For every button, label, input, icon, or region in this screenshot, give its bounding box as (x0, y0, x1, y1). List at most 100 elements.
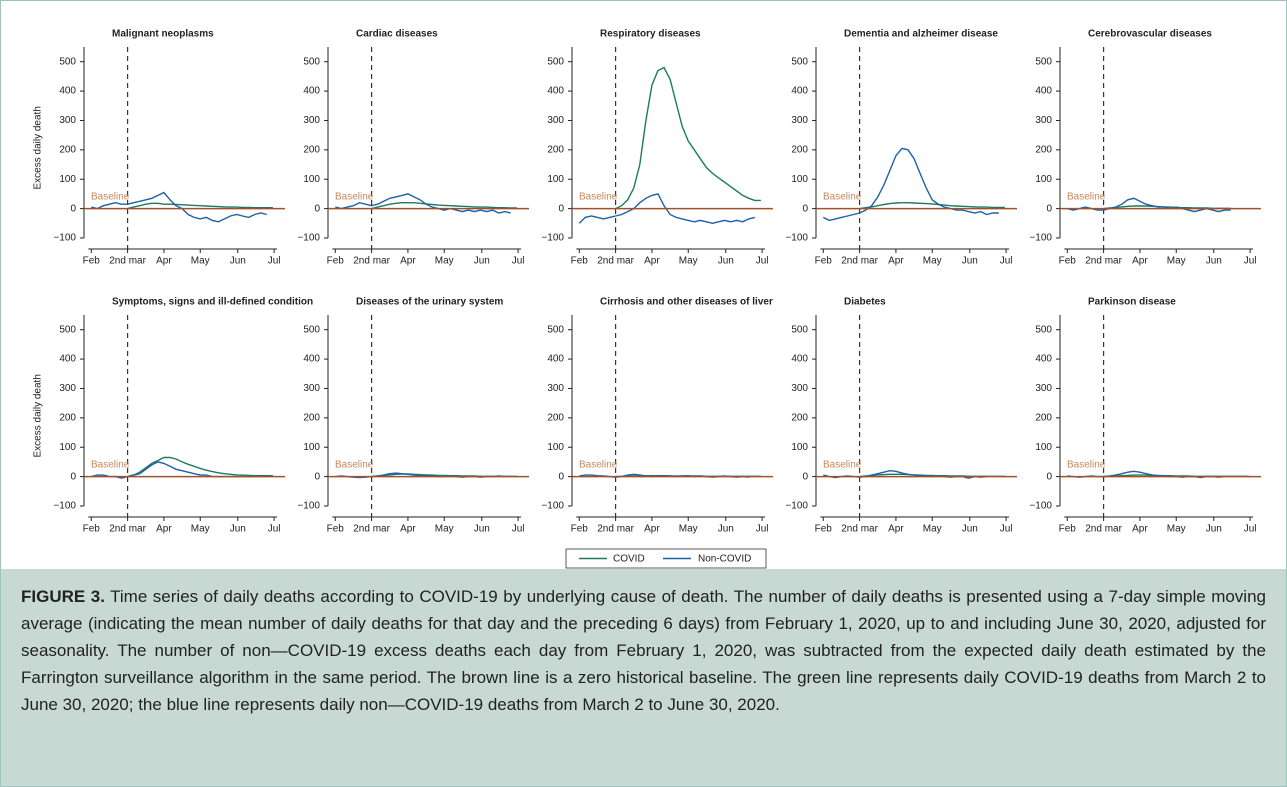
x-tick-label: Feb (571, 524, 589, 535)
x-tick-label: Jun (962, 524, 978, 535)
panel: Respiratory diseases −100 0 100 200 300 400 500… (541, 29, 773, 267)
y-tick-label: 0 (314, 471, 320, 482)
y-tick-label: −100 (1029, 233, 1052, 244)
x-tick-label: Jun (1206, 256, 1222, 267)
y-tick-label: 200 (303, 144, 320, 155)
baseline-label: Baseline (1067, 459, 1106, 470)
y-tick-label: 100 (547, 174, 564, 185)
x-tick-label: Jul (1244, 524, 1257, 535)
baseline-label: Baseline (335, 459, 374, 470)
panel: Cardiac diseases −100 0 100 200 300 400 500 Feb 2… (297, 29, 529, 267)
panel: Diseases of the urinary system −100 0 100 20… (297, 297, 529, 535)
y-tick-label: 100 (1035, 174, 1052, 185)
x-tick-label: Apr (156, 256, 172, 267)
series-line (859, 202, 1005, 210)
y-tick-label: 400 (791, 86, 808, 97)
x-tick-label: Feb (327, 256, 345, 267)
panel-title: Diseases of the urinary system (356, 297, 503, 308)
series-line (822, 147, 999, 222)
series-line (91, 191, 267, 223)
y-tick-label: 300 (59, 383, 76, 394)
panel: Cerebrovascular diseases −100 0 100 200 300 40… (1029, 29, 1261, 267)
y-tick-label: 400 (791, 354, 808, 365)
y-tick-label: 400 (303, 354, 320, 365)
x-tick-label: Feb (327, 524, 345, 535)
y-tick-label: −100 (785, 501, 808, 512)
x-tick-label: Feb (1059, 256, 1077, 267)
x-tick-label: May (679, 256, 698, 267)
x-tick-label: Jun (1206, 524, 1222, 535)
x-tick-label: Feb (83, 524, 101, 535)
x-tick-label: Jul (756, 524, 769, 535)
x-tick-label: May (679, 524, 698, 535)
x-tick-label: Jun (962, 256, 978, 267)
baseline-label: Baseline (1067, 191, 1106, 202)
series-line (615, 66, 761, 210)
y-tick-label: 100 (59, 442, 76, 453)
baseline-label: Baseline (335, 191, 374, 202)
y-tick-label: 500 (59, 324, 76, 335)
x-tick-label: Apr (156, 524, 172, 535)
y-tick-label: 100 (59, 174, 76, 185)
y-tick-label: 300 (547, 115, 564, 126)
x-tick-label: 2nd mar (1085, 256, 1122, 267)
y-tick-label: 400 (547, 86, 564, 97)
x-tick-label: Jun (474, 524, 490, 535)
y-tick-label: −100 (1029, 501, 1052, 512)
x-tick-label: May (435, 524, 454, 535)
x-tick-label: May (923, 256, 942, 267)
x-tick-label: Jun (474, 256, 490, 267)
panel: Parkinson disease −100 0 100 200 300 400 500 Feb… (1029, 297, 1261, 535)
panel: Diabetes −100 0 100 200 300 400 500 Feb 2nd mar Ap… (785, 297, 1017, 535)
y-tick-label: 300 (791, 115, 808, 126)
y-tick-label: 400 (303, 86, 320, 97)
panel-title: Cirrhosis and other diseases of liver (600, 297, 773, 308)
x-tick-label: Apr (400, 524, 416, 535)
y-tick-label: 100 (791, 442, 808, 453)
y-tick-label: 0 (558, 203, 564, 214)
y-tick-label: 100 (547, 442, 564, 453)
y-tick-label: 300 (303, 383, 320, 394)
y-tick-label: 100 (791, 174, 808, 185)
y-tick-label: −100 (53, 501, 76, 512)
y-tick-label: 300 (59, 115, 76, 126)
x-tick-label: Jul (512, 256, 525, 267)
series-line (127, 202, 273, 210)
x-tick-label: Apr (1132, 524, 1148, 535)
x-tick-label: Jul (1000, 256, 1013, 267)
x-tick-label: May (191, 524, 210, 535)
y-tick-label: 500 (791, 324, 808, 335)
x-tick-label: Apr (888, 256, 904, 267)
y-tick-label: 500 (547, 324, 564, 335)
x-tick-label: Apr (644, 256, 660, 267)
y-tick-label: 0 (70, 203, 76, 214)
x-tick-label: 2nd mar (353, 256, 390, 267)
y-tick-label: 0 (558, 471, 564, 482)
y-tick-label: 400 (1035, 354, 1052, 365)
y-tick-label: 200 (791, 144, 808, 155)
y-tick-label: −100 (53, 233, 76, 244)
x-tick-label: Jun (230, 524, 246, 535)
panel-title: Parkinson disease (1088, 297, 1176, 308)
y-tick-label: 500 (303, 324, 320, 335)
y-tick-label: 400 (59, 354, 76, 365)
y-tick-label: 500 (303, 56, 320, 67)
y-tick-label: 200 (59, 412, 76, 423)
x-tick-label: Jul (512, 524, 525, 535)
x-tick-label: Apr (644, 524, 660, 535)
x-tick-label: Apr (400, 256, 416, 267)
panel-title: Cardiac diseases (356, 29, 438, 40)
y-tick-label: 100 (1035, 442, 1052, 453)
y-tick-label: 0 (802, 203, 808, 214)
y-tick-label: 500 (1035, 324, 1052, 335)
y-tick-label: −100 (541, 233, 564, 244)
x-tick-label: 2nd mar (597, 256, 634, 267)
y-tick-label: 300 (1035, 383, 1052, 394)
caption-label: FIGURE 3. (21, 587, 105, 606)
x-tick-label: 2nd mar (353, 524, 390, 535)
x-tick-label: Feb (83, 256, 101, 267)
x-tick-label: 2nd mar (597, 524, 634, 535)
series-line (127, 456, 273, 478)
x-tick-label: May (1167, 524, 1186, 535)
